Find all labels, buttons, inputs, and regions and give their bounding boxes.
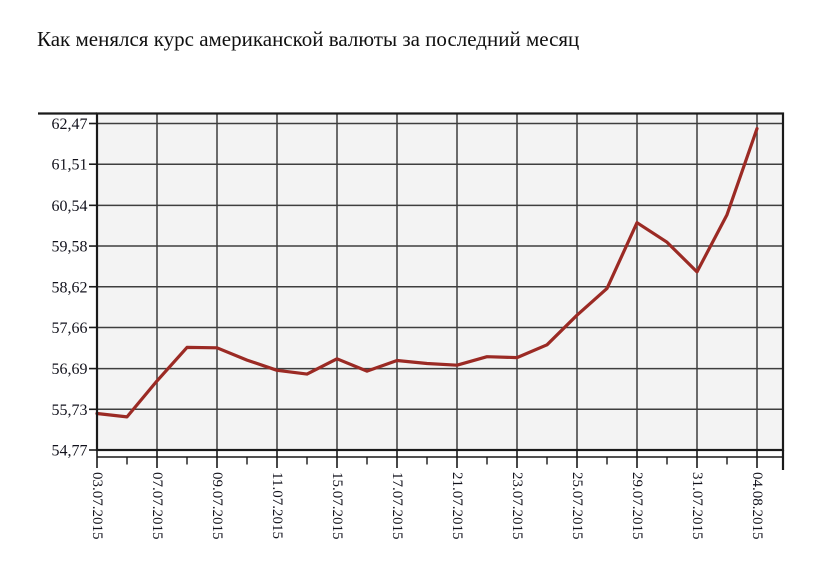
y-axis-ticks <box>89 122 97 451</box>
y-tick-label: 55,73 <box>52 402 88 419</box>
x-axis-labels: 03.07.2015 07.07.2015 09.07.2015 11.07.2015… <box>89 472 765 540</box>
vertical-gridlines <box>156 113 758 450</box>
usd-rate-series-line <box>95 127 759 419</box>
y-tick-label: 57,66 <box>52 320 88 337</box>
x-tick-label: 04.08.2015 <box>749 472 765 540</box>
x-tick-label: 09.07.2015 <box>209 472 225 540</box>
x-tick-label: 17.07.2015 <box>389 472 405 540</box>
y-tick-label: 62,47 <box>52 116 88 133</box>
plot-area <box>97 113 783 450</box>
x-tick-label: 15.07.2015 <box>329 472 345 540</box>
y-tick-label: 61,51 <box>52 157 88 174</box>
y-tick-label: 54,77 <box>52 443 88 460</box>
y-tick-label: 60,54 <box>52 198 88 215</box>
x-tick-label: 31.07.2015 <box>689 472 705 540</box>
x-axis <box>96 450 785 470</box>
x-tick-label: 11.07.2015 <box>269 472 285 539</box>
y-tick-label: 59,58 <box>52 239 88 256</box>
x-tick-label: 23.07.2015 <box>509 472 525 540</box>
x-tick-label: 03.07.2015 <box>89 472 105 540</box>
x-tick-label: 29.07.2015 <box>629 472 645 540</box>
chart-title: Как менялся курс американской валюты за … <box>37 27 580 51</box>
plot-frame <box>95 112 785 452</box>
x-tick-label: 21.07.2015 <box>449 472 465 540</box>
y-tick-label: 56,69 <box>52 361 88 378</box>
y-axis-labels: 62,47 61,51 60,54 59,58 58,62 57,66 56,69 55,73… <box>52 116 88 460</box>
x-tick-label: 07.07.2015 <box>149 472 165 540</box>
x-tick-label: 25.07.2015 <box>569 472 585 540</box>
y-tick-label: 58,62 <box>52 279 88 296</box>
